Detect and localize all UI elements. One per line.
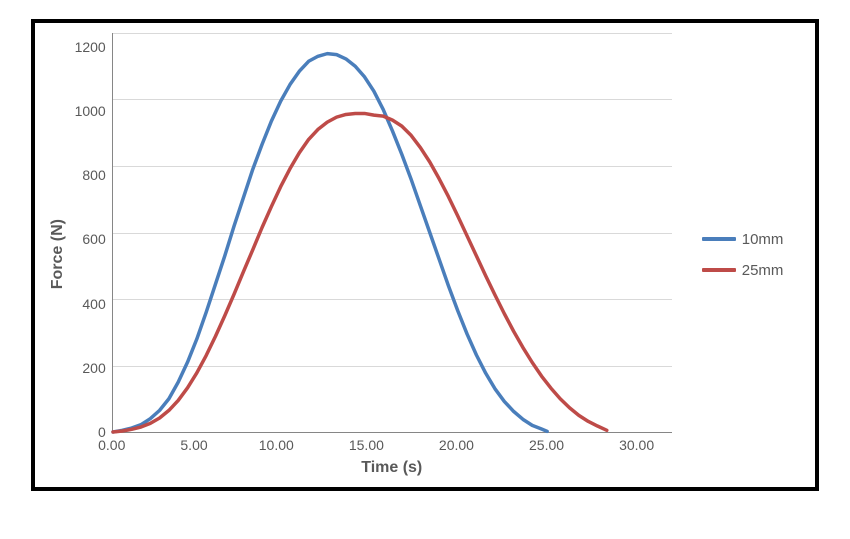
y-axis-label: Force (N)	[49, 219, 67, 289]
x-tick-label: 5.00	[180, 437, 207, 453]
chart-container: Force (N) 120010008006004002000 12001000…	[49, 33, 802, 477]
legend-item: 10mm	[702, 231, 784, 248]
chart-frame: Force (N) 120010008006004002000 12001000…	[31, 19, 820, 491]
legend-swatch	[702, 237, 736, 241]
x-tick-label: 20.00	[439, 437, 474, 453]
y-tick-label: 1200	[75, 40, 106, 54]
curves-svg	[113, 33, 672, 432]
y-tick-label: 600	[82, 232, 105, 246]
x-tick-label: 30.00	[619, 437, 654, 453]
legend-item: 25mm	[702, 262, 784, 279]
x-tick-label: 25.00	[529, 437, 564, 453]
x-tick-label: 10.00	[259, 437, 294, 453]
plot-wrap: 120010008006004002000 120010008006004002…	[75, 33, 672, 477]
y-tick-label: 200	[82, 361, 105, 375]
y-tick-label: 800	[82, 168, 105, 182]
series-25mm	[113, 113, 607, 432]
y-tick-label: 1000	[75, 104, 106, 118]
x-axis-ticks: 0.005.0010.0015.0020.0025.0030.00	[112, 437, 672, 453]
y-axis-ticks: 120010008006004002000	[75, 33, 106, 433]
legend-label: 10mm	[742, 231, 784, 248]
legend-swatch	[702, 268, 736, 272]
plot-area	[112, 33, 672, 433]
x-axis-label: Time (s)	[112, 459, 672, 477]
legend-label: 25mm	[742, 262, 784, 279]
x-tick-label: 15.00	[349, 437, 384, 453]
legend: 10mm 25mm	[702, 231, 784, 279]
x-tick-label: 0.00	[98, 437, 125, 453]
y-tick-label: 400	[82, 297, 105, 311]
series-10mm	[113, 53, 547, 431]
